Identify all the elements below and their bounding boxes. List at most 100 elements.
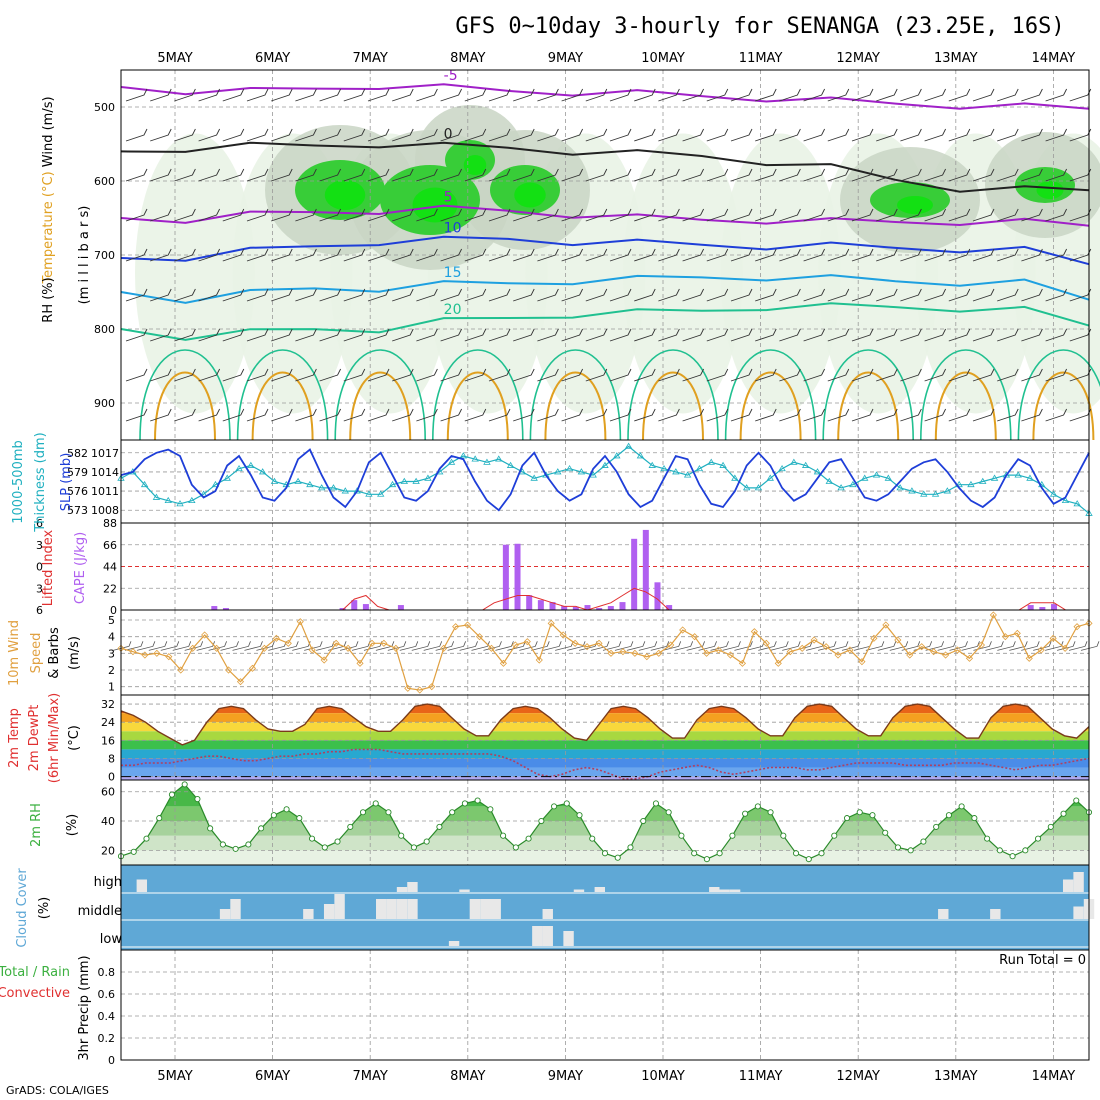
- wind-speed-point: [332, 639, 340, 647]
- li-tick: 3: [36, 539, 43, 552]
- thickness-point: [329, 484, 338, 491]
- wind-barb: [513, 408, 535, 422]
- wind-speed-point: [667, 641, 675, 649]
- label-wind-units: (m/s): [67, 636, 82, 670]
- rh-shade-bright: [897, 196, 933, 214]
- cape-bar: [572, 607, 579, 610]
- rh-point: [869, 812, 876, 819]
- wind-speed-line: [120, 613, 1090, 691]
- li-tick: 6: [36, 517, 43, 530]
- thickness-point: [211, 480, 220, 488]
- wind-barb: [1069, 368, 1092, 382]
- rh-shade-bright: [412, 187, 458, 223]
- surface-barb: [973, 641, 992, 651]
- wind-speed-point: [1061, 644, 1069, 652]
- rh-shade-bright: [514, 182, 546, 208]
- rh-point: [1035, 835, 1042, 842]
- wind-barb: [295, 288, 317, 302]
- wind-barb: [198, 408, 221, 422]
- wind-speed-point: [356, 659, 364, 667]
- wind-barb: [948, 88, 971, 102]
- label-thickness: Thickness (dm): [33, 432, 48, 532]
- isotherm-line: [120, 235, 1090, 266]
- wind-barb: [827, 128, 850, 142]
- wind-speed-point: [834, 651, 842, 659]
- wind-barb: [367, 88, 390, 102]
- wind-speed-point: [571, 639, 579, 647]
- wind-barb: [585, 328, 608, 342]
- wind-barb: [585, 168, 608, 182]
- wind-barb: [658, 408, 680, 422]
- wind-barb: [125, 168, 148, 182]
- label-cape: CAPE (J/kg): [73, 532, 88, 604]
- wind-barb: [706, 88, 729, 102]
- cloud-bar-middle: [386, 899, 397, 919]
- label-rh-units: (%): [65, 814, 80, 837]
- wind-barb: [222, 248, 245, 262]
- wind-barb: [246, 168, 269, 182]
- day-label-bottom: 8MAY: [450, 1069, 485, 1084]
- wind-barb: [513, 208, 535, 222]
- surface-barb: [232, 641, 251, 651]
- precip-panel: 0 0.2 0.4 0.6 0.8: [98, 949, 1090, 1067]
- label-lifted-index: Lifted Index: [41, 529, 56, 606]
- thickness-tick: 573: [67, 504, 88, 517]
- wind-barb: [876, 168, 898, 182]
- wind-speed-point: [822, 643, 830, 651]
- wind-barb: [634, 328, 656, 342]
- wind-speed-point: [810, 636, 818, 644]
- rh-point: [1022, 847, 1029, 854]
- day-label-top: 5MAY: [157, 51, 192, 66]
- surface-barb: [160, 641, 180, 651]
- day-label-bottom: 13MAY: [934, 1069, 978, 1084]
- rh-point: [181, 781, 188, 788]
- wind-barb: [198, 328, 221, 342]
- cloud-bar-middle: [219, 909, 231, 919]
- cape-bar: [561, 606, 568, 610]
- wind-barb: [803, 368, 826, 382]
- rh-shade-bright: [324, 180, 366, 210]
- wind-barb: [972, 288, 995, 302]
- wind-speed-point: [380, 639, 388, 647]
- wind-barb: [150, 128, 172, 142]
- wind-barb: [634, 368, 656, 382]
- wind-speed-point: [977, 641, 986, 649]
- surface-barb: [985, 641, 1004, 651]
- thickness-point: [872, 471, 881, 478]
- wind-barb: [367, 328, 390, 342]
- rh-point: [640, 817, 647, 825]
- wind-barb: [924, 128, 947, 142]
- wind-barb: [150, 248, 172, 262]
- panel-labels: Temperature (°C) Wind (m/s) RH (%) (m i …: [0, 96, 1086, 1060]
- wind-barb: [900, 328, 922, 342]
- wind-barb: [851, 128, 874, 142]
- thickness-point: [813, 468, 822, 475]
- wind-barb: [1021, 208, 1043, 222]
- isotherm-line: [120, 141, 1090, 193]
- warm-contour: [739, 371, 802, 441]
- cloud-bar-middle: [542, 909, 553, 919]
- thickness-point: [365, 490, 373, 497]
- wind-barb: [464, 248, 487, 262]
- warm-contour: [544, 371, 607, 441]
- wind-barb: [1069, 408, 1092, 422]
- surface-barb: [292, 641, 311, 651]
- wind-barb: [416, 328, 438, 342]
- wind-barb: [803, 128, 826, 142]
- wind-barb: [561, 288, 584, 302]
- wind-barb: [271, 128, 293, 142]
- wind-tick: 2: [108, 664, 115, 677]
- cloud-bar-middle: [334, 894, 345, 919]
- surface-barb: [877, 641, 897, 651]
- wind-barb: [174, 168, 196, 182]
- wind-barb: [246, 288, 269, 302]
- wind-barb: [609, 208, 632, 222]
- rh-tick: 60: [101, 786, 115, 799]
- rh-point: [856, 809, 863, 816]
- temp-tick: 16: [101, 734, 115, 747]
- wind-barb: [367, 368, 390, 382]
- rh-point: [232, 845, 239, 852]
- wind-barb: [827, 408, 850, 422]
- temp-tick: 24: [101, 716, 115, 729]
- wind-barb: [392, 208, 414, 222]
